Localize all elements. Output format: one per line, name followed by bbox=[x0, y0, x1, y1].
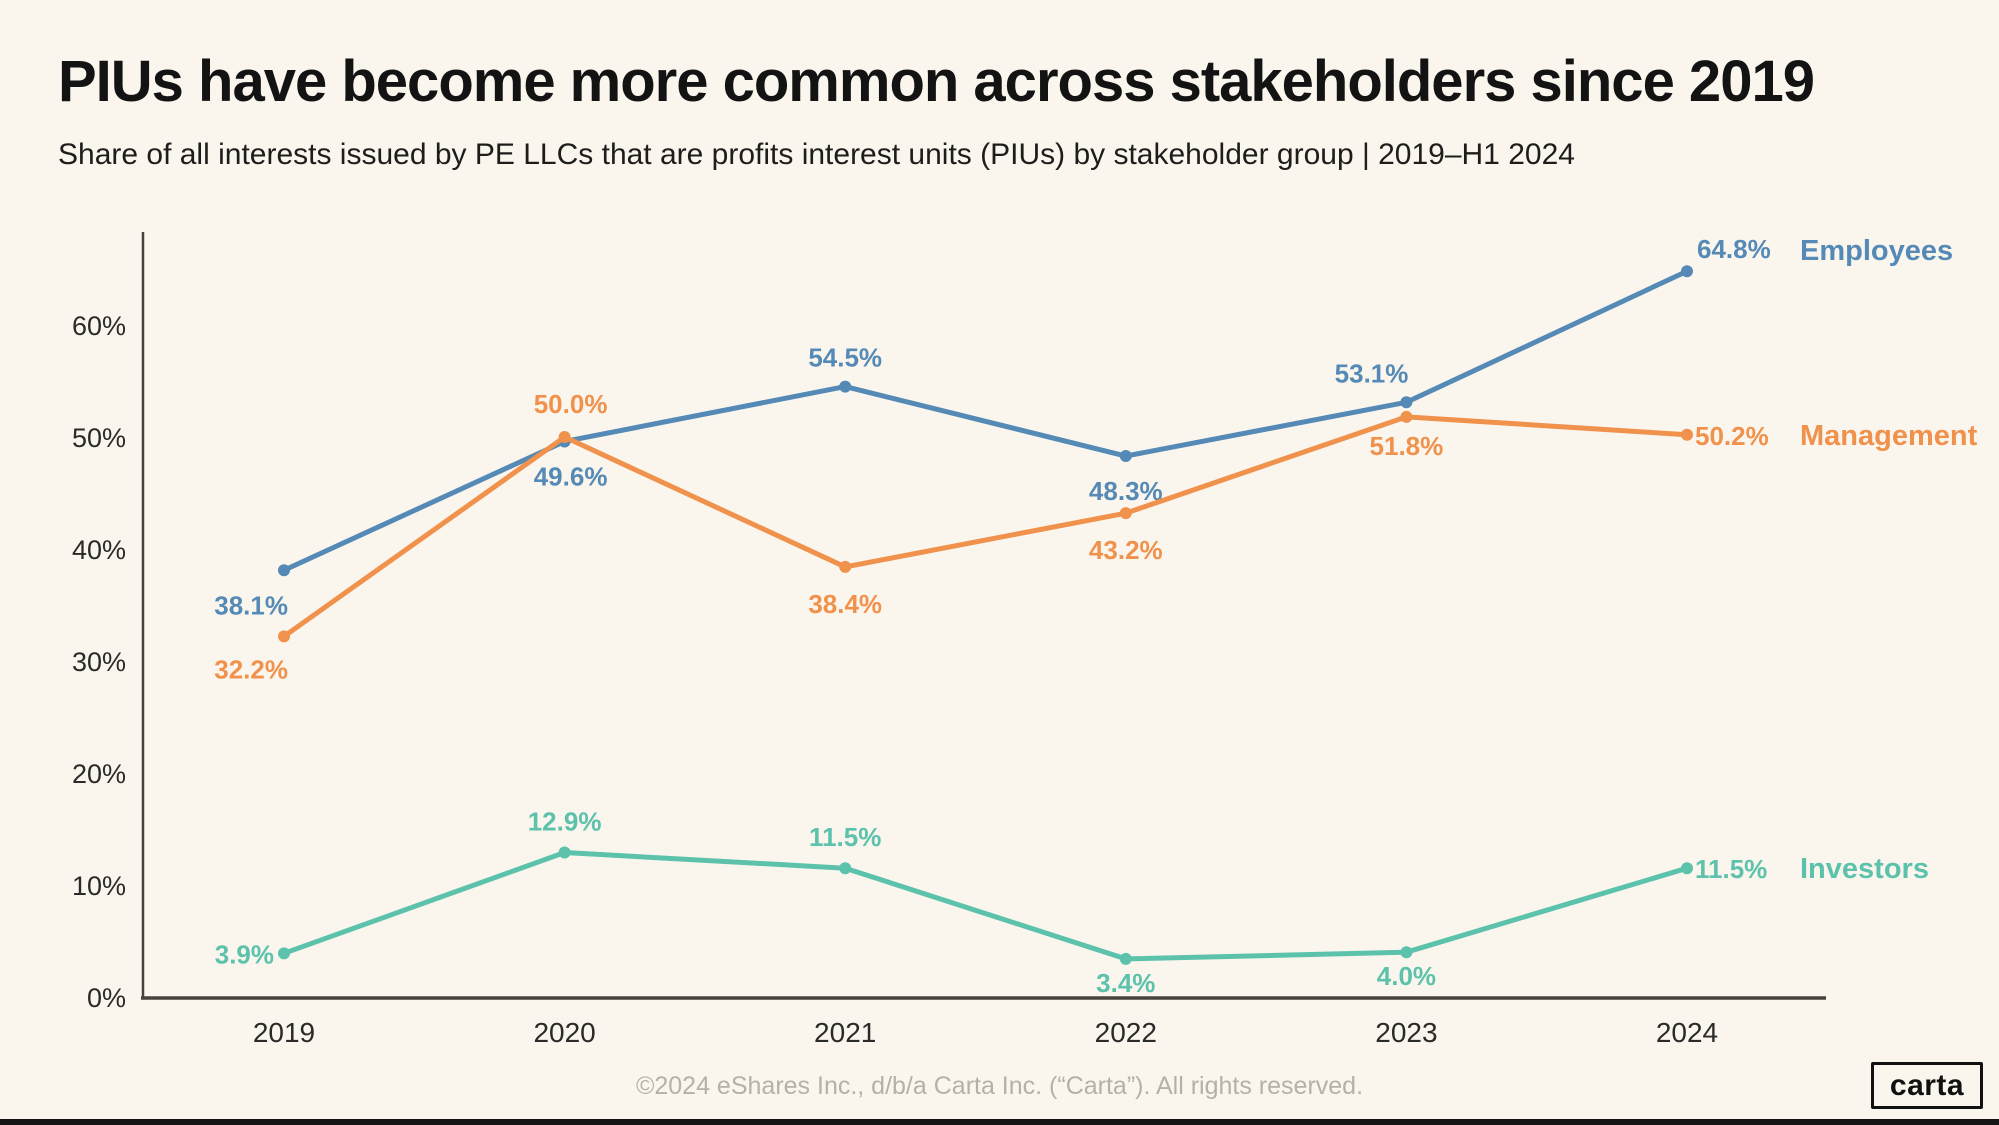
data-point-employees bbox=[839, 380, 852, 393]
y-tick-label: 60% bbox=[72, 311, 126, 341]
data-point-management bbox=[278, 630, 290, 643]
x-tick-label: 2022 bbox=[1095, 1017, 1157, 1048]
value-label-investors: 4.0% bbox=[1377, 961, 1436, 991]
data-point-investors bbox=[839, 862, 852, 875]
chart-subtitle: Share of all interests issued by PE LLCs… bbox=[58, 138, 1575, 171]
data-point-employees bbox=[1400, 396, 1413, 409]
carta-logo-text: carta bbox=[1889, 1068, 1965, 1102]
y-tick-label: 30% bbox=[72, 647, 126, 677]
value-label-management: 43.2% bbox=[1089, 535, 1163, 565]
data-point-investors bbox=[1400, 946, 1413, 959]
value-label-employees: 64.8% bbox=[1697, 234, 1771, 264]
data-point-employees bbox=[1119, 450, 1132, 463]
value-label-employees: 53.1% bbox=[1335, 358, 1409, 388]
series-line-management bbox=[281, 414, 1690, 639]
value-label-employees: 48.3% bbox=[1089, 476, 1163, 506]
value-label-employees: 49.6% bbox=[534, 461, 608, 491]
x-tick-label: 2021 bbox=[814, 1017, 876, 1048]
bottom-accent-bar bbox=[0, 1119, 1999, 1125]
x-tick-label: 2019 bbox=[253, 1017, 315, 1048]
value-label-management: 50.2% bbox=[1695, 421, 1769, 451]
value-label-management: 50.0% bbox=[534, 389, 608, 419]
data-point-investors bbox=[1119, 952, 1132, 965]
value-label-management: 32.2% bbox=[214, 654, 288, 684]
legend-label-employees: Employees bbox=[1800, 235, 1953, 267]
data-point-investors bbox=[278, 947, 290, 960]
y-tick-label: 20% bbox=[72, 759, 126, 789]
data-point-investors bbox=[558, 846, 571, 859]
value-label-investors: 12.9% bbox=[528, 807, 602, 837]
data-point-management bbox=[1400, 410, 1413, 423]
y-tick-label: 50% bbox=[72, 423, 126, 453]
data-point-employees bbox=[278, 564, 290, 577]
legend-label-management: Management bbox=[1800, 420, 1978, 452]
data-point-employees bbox=[1681, 265, 1693, 278]
x-tick-label: 2020 bbox=[533, 1017, 595, 1048]
data-point-management bbox=[1119, 507, 1132, 520]
x-tick-label: 2023 bbox=[1375, 1017, 1437, 1048]
chart-title: PIUs have become more common across stak… bbox=[58, 49, 1815, 114]
series-line-employees bbox=[281, 268, 1690, 573]
value-label-management: 51.8% bbox=[1370, 431, 1444, 461]
value-label-management: 38.4% bbox=[808, 589, 882, 619]
data-point-management bbox=[839, 560, 852, 573]
series-line-investors bbox=[281, 850, 1690, 962]
data-point-management bbox=[558, 431, 571, 443]
value-label-investors: 3.4% bbox=[1096, 968, 1155, 998]
data-point-management bbox=[1681, 428, 1693, 441]
value-label-investors: 3.9% bbox=[215, 939, 274, 969]
y-tick-label: 0% bbox=[87, 983, 126, 1013]
y-tick-label: 40% bbox=[72, 535, 126, 565]
value-label-investors: 11.5% bbox=[1695, 854, 1767, 884]
value-label-employees: 54.5% bbox=[808, 343, 882, 373]
value-label-investors: 11.5% bbox=[809, 822, 881, 852]
x-tick-label: 2024 bbox=[1656, 1017, 1718, 1048]
data-point-investors bbox=[1681, 862, 1693, 875]
copyright-text: ©2024 eShares Inc., d/b/a Carta Inc. (“C… bbox=[635, 1072, 1364, 1100]
carta-logo: carta bbox=[1871, 1062, 1983, 1109]
value-label-employees: 38.1% bbox=[214, 590, 288, 620]
legend-label-investors: Investors bbox=[1800, 853, 1929, 885]
y-tick-label: 10% bbox=[72, 871, 126, 901]
